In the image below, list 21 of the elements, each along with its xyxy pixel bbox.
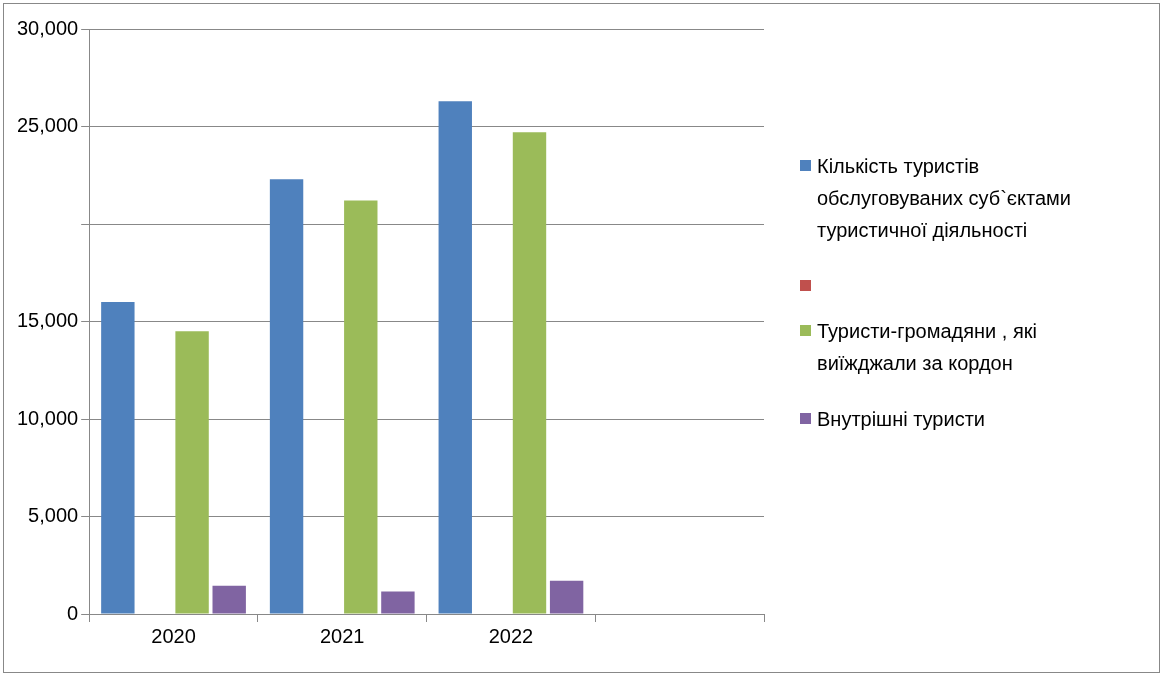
bar (381, 591, 415, 614)
legend-label: Внутрішні туристи (817, 407, 985, 432)
legend-label: Туристи-громадяни , які виїжджали за кордон (817, 319, 1038, 376)
bar (344, 200, 378, 614)
bar (512, 132, 547, 614)
x-tick-label: 2020 (151, 624, 196, 647)
y-tick-label: 0 (67, 601, 79, 624)
bar (269, 179, 304, 614)
x-tick-label: 2021 (319, 624, 365, 647)
y-tick-label: 10,000 (17, 406, 79, 429)
bar (101, 302, 135, 614)
bar (212, 585, 246, 614)
bar (438, 101, 472, 614)
y-tick-label: 25,000 (17, 114, 79, 137)
legend-label: Кількість туристів обслуговуваних суб`єктами туристичної діяльності (817, 154, 1072, 243)
y-tick-label: 15,000 (17, 309, 79, 332)
y-tick-label: 5,000 (28, 504, 79, 527)
y-tick-label: 30,000 (17, 16, 79, 39)
bar (175, 331, 209, 614)
bar (549, 580, 584, 614)
x-tick-label: 2022 (488, 624, 534, 647)
